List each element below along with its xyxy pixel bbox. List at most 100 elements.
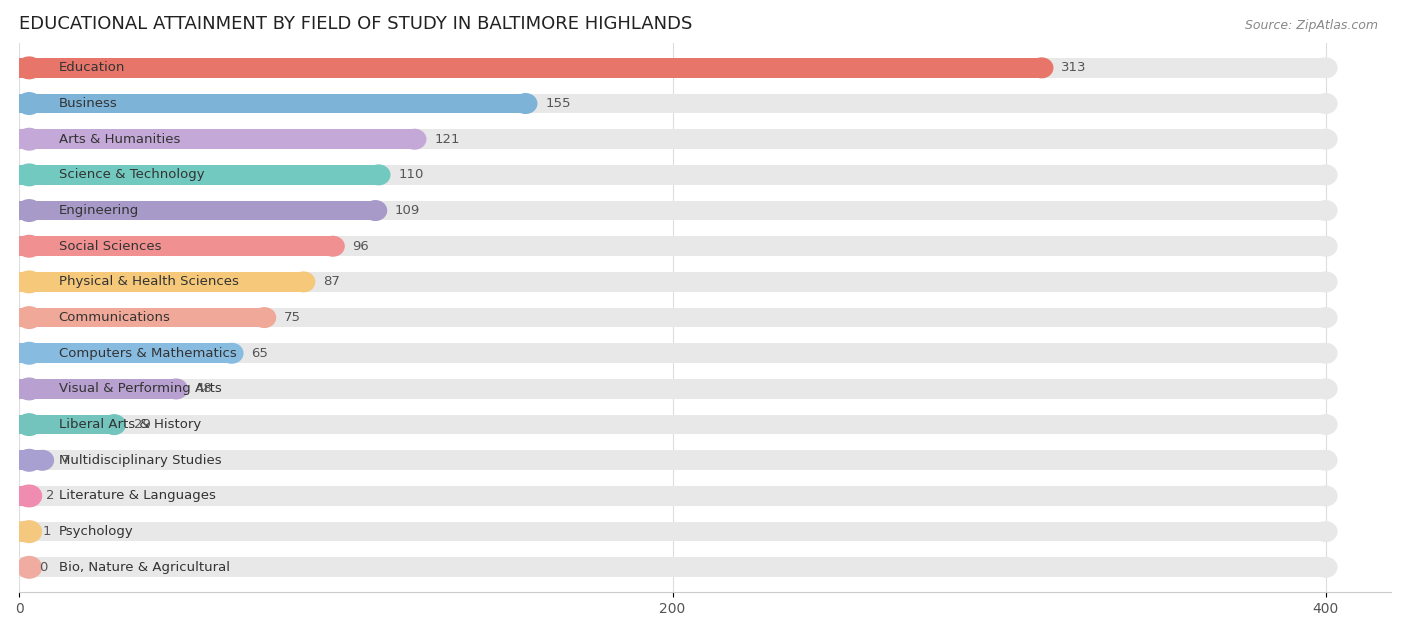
Ellipse shape (1315, 308, 1337, 327)
Text: Literature & Languages: Literature & Languages (59, 490, 215, 502)
Ellipse shape (322, 237, 344, 256)
Text: 110: 110 (398, 168, 423, 181)
Ellipse shape (1031, 58, 1053, 78)
Ellipse shape (17, 200, 42, 221)
Ellipse shape (1315, 415, 1337, 434)
Text: Bio, Nature & Agricultural: Bio, Nature & Agricultural (59, 561, 229, 574)
Text: Physical & Health Sciences: Physical & Health Sciences (59, 275, 239, 288)
Text: EDUCATIONAL ATTAINMENT BY FIELD OF STUDY IN BALTIMORE HIGHLANDS: EDUCATIONAL ATTAINMENT BY FIELD OF STUDY… (20, 15, 693, 33)
Bar (20, 94, 1326, 114)
Ellipse shape (1315, 129, 1337, 149)
Bar (20, 129, 415, 149)
Ellipse shape (31, 451, 53, 470)
Text: Computers & Mathematics: Computers & Mathematics (59, 347, 236, 360)
Text: 121: 121 (434, 133, 460, 146)
Bar (20, 272, 1326, 292)
Ellipse shape (17, 485, 42, 507)
Text: 75: 75 (284, 311, 301, 324)
Text: 87: 87 (323, 275, 340, 288)
Bar (20, 308, 1326, 327)
Ellipse shape (1315, 522, 1337, 541)
Ellipse shape (1315, 272, 1337, 292)
Ellipse shape (17, 414, 42, 435)
Bar (20, 308, 264, 327)
Ellipse shape (1315, 201, 1337, 220)
Ellipse shape (1315, 58, 1337, 78)
Bar (20, 237, 333, 256)
Ellipse shape (103, 415, 125, 434)
Text: 48: 48 (195, 382, 212, 396)
Bar (20, 558, 1326, 577)
Bar (20, 486, 1326, 506)
Ellipse shape (1315, 486, 1337, 506)
Bar (20, 451, 42, 470)
Ellipse shape (1315, 237, 1337, 256)
Bar (20, 379, 1326, 399)
Bar (20, 522, 1326, 541)
Text: Arts & Humanities: Arts & Humanities (59, 133, 180, 146)
Bar (20, 58, 1326, 78)
Bar (20, 343, 1326, 363)
Ellipse shape (17, 307, 42, 328)
Text: Engineering: Engineering (59, 204, 139, 217)
Bar (20, 201, 375, 220)
Ellipse shape (11, 522, 34, 541)
Bar (20, 272, 304, 292)
Text: 96: 96 (353, 240, 370, 253)
Ellipse shape (1315, 165, 1337, 185)
Ellipse shape (17, 557, 42, 578)
Bar (20, 415, 1326, 434)
Text: 109: 109 (395, 204, 420, 217)
Bar (20, 201, 1326, 220)
Text: 2: 2 (45, 490, 53, 502)
Ellipse shape (1315, 94, 1337, 114)
Bar (20, 343, 232, 363)
Text: Source: ZipAtlas.com: Source: ZipAtlas.com (1244, 19, 1378, 32)
Ellipse shape (17, 57, 42, 79)
Ellipse shape (1315, 558, 1337, 577)
Ellipse shape (404, 129, 426, 149)
Ellipse shape (1315, 343, 1337, 363)
Ellipse shape (17, 378, 42, 399)
Text: Science & Technology: Science & Technology (59, 168, 204, 181)
Text: 313: 313 (1062, 61, 1087, 74)
Ellipse shape (17, 449, 42, 471)
Text: 155: 155 (546, 97, 571, 110)
Text: Social Sciences: Social Sciences (59, 240, 162, 253)
Ellipse shape (17, 129, 42, 150)
Ellipse shape (14, 486, 37, 506)
Bar (20, 237, 1326, 256)
Ellipse shape (1315, 379, 1337, 399)
Bar (20, 379, 176, 399)
Bar (20, 451, 1326, 470)
Ellipse shape (17, 271, 42, 293)
Bar (20, 486, 25, 506)
Text: 65: 65 (252, 347, 269, 360)
Text: 7: 7 (62, 454, 70, 467)
Ellipse shape (1315, 451, 1337, 470)
Ellipse shape (17, 93, 42, 114)
Bar (20, 165, 378, 185)
Text: 29: 29 (134, 418, 150, 431)
Bar (20, 522, 22, 541)
Bar (20, 165, 1326, 185)
Text: Communications: Communications (59, 311, 170, 324)
Text: Multidisciplinary Studies: Multidisciplinary Studies (59, 454, 221, 467)
Ellipse shape (17, 343, 42, 364)
Text: Visual & Performing Arts: Visual & Performing Arts (59, 382, 221, 396)
Text: 0: 0 (39, 561, 48, 574)
Ellipse shape (364, 201, 387, 220)
Text: Business: Business (59, 97, 117, 110)
Bar (20, 94, 526, 114)
Text: Psychology: Psychology (59, 525, 134, 538)
Bar (20, 415, 114, 434)
Ellipse shape (165, 379, 187, 399)
Ellipse shape (221, 343, 243, 363)
Ellipse shape (515, 94, 537, 114)
Ellipse shape (17, 235, 42, 257)
Ellipse shape (253, 308, 276, 327)
Ellipse shape (17, 521, 42, 543)
Text: Education: Education (59, 61, 125, 74)
Text: 1: 1 (42, 525, 51, 538)
Ellipse shape (17, 164, 42, 186)
